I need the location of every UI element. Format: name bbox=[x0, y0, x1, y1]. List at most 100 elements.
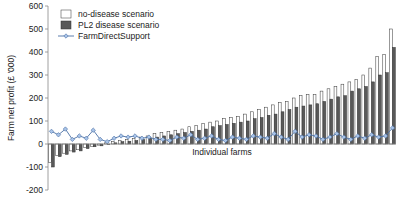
bar bbox=[93, 144, 96, 147]
bar bbox=[79, 144, 82, 151]
bar bbox=[232, 123, 235, 144]
y-tick bbox=[45, 6, 48, 7]
marker bbox=[307, 133, 311, 137]
bar bbox=[86, 144, 89, 149]
marker bbox=[133, 134, 137, 138]
bar bbox=[379, 75, 382, 144]
marker bbox=[202, 136, 206, 140]
bar bbox=[351, 91, 354, 144]
y-tick-label: 0 bbox=[38, 139, 43, 149]
marker bbox=[56, 133, 60, 137]
marker bbox=[342, 135, 346, 139]
bar bbox=[49, 144, 52, 162]
marker bbox=[182, 136, 186, 140]
marker bbox=[258, 135, 262, 139]
marker bbox=[279, 135, 283, 139]
legend-swatch bbox=[61, 21, 71, 29]
bar bbox=[70, 144, 73, 151]
bar bbox=[56, 144, 59, 156]
marker bbox=[188, 133, 192, 137]
marker bbox=[112, 136, 116, 140]
marker bbox=[98, 137, 102, 141]
marker bbox=[49, 129, 53, 133]
bar bbox=[135, 141, 138, 144]
bar bbox=[260, 118, 263, 144]
bar bbox=[230, 118, 233, 144]
marker bbox=[105, 140, 109, 144]
marker bbox=[119, 134, 123, 138]
plot-marks bbox=[49, 29, 396, 167]
bar bbox=[253, 119, 256, 144]
marker bbox=[390, 126, 394, 130]
marker bbox=[175, 135, 179, 139]
line bbox=[51, 128, 392, 142]
y-tick-label: -100 bbox=[26, 162, 43, 172]
marker bbox=[154, 137, 158, 141]
y-axis-label: Farm net profit (£ '000) bbox=[6, 55, 16, 141]
marker bbox=[237, 136, 241, 140]
bar bbox=[202, 123, 205, 144]
bar bbox=[51, 144, 54, 167]
marker bbox=[209, 134, 213, 138]
legend-label: FarmDirectSupport bbox=[78, 31, 150, 41]
y-tick bbox=[45, 121, 48, 122]
bar bbox=[362, 75, 365, 144]
bar bbox=[77, 144, 80, 150]
marker bbox=[362, 136, 366, 140]
marker bbox=[223, 138, 227, 142]
marker bbox=[230, 135, 234, 139]
legend-marker bbox=[64, 34, 68, 38]
bar bbox=[65, 144, 68, 154]
y-tick bbox=[45, 52, 48, 53]
bar bbox=[376, 57, 379, 144]
x-axis-label: Individual farms bbox=[192, 147, 252, 157]
y-tick bbox=[45, 29, 48, 30]
bar bbox=[239, 122, 242, 144]
y-tick-label: 100 bbox=[29, 116, 43, 126]
y-tick-label: 300 bbox=[29, 70, 43, 80]
marker bbox=[321, 137, 325, 141]
marker bbox=[77, 134, 81, 138]
y-tick bbox=[45, 75, 48, 76]
bar bbox=[128, 141, 131, 144]
marker bbox=[300, 135, 304, 139]
y-tick-label: -200 bbox=[26, 185, 43, 195]
marker bbox=[63, 127, 67, 131]
bar bbox=[72, 144, 75, 152]
bar bbox=[132, 138, 135, 144]
marker bbox=[376, 135, 380, 139]
bar bbox=[251, 112, 254, 144]
marker bbox=[168, 138, 172, 142]
bar bbox=[383, 54, 386, 144]
marker bbox=[272, 131, 276, 135]
marker bbox=[140, 136, 144, 140]
y-tick-label: 400 bbox=[29, 47, 43, 57]
marker bbox=[161, 137, 165, 141]
y-tick-label: 600 bbox=[29, 1, 43, 11]
bar bbox=[271, 105, 274, 144]
marker bbox=[349, 137, 353, 141]
legend-label: no-disease scenario bbox=[78, 9, 154, 19]
bar bbox=[209, 122, 212, 144]
marker bbox=[195, 137, 199, 141]
marker bbox=[216, 137, 220, 141]
y-tick-label: 500 bbox=[29, 24, 43, 34]
marker bbox=[244, 137, 248, 141]
marker bbox=[328, 135, 332, 139]
marker bbox=[147, 135, 151, 139]
bar bbox=[309, 105, 312, 144]
bar bbox=[348, 82, 351, 144]
bar bbox=[63, 144, 66, 153]
marker bbox=[293, 129, 297, 133]
bar bbox=[365, 87, 368, 145]
y-tick bbox=[45, 144, 48, 145]
bar bbox=[118, 141, 121, 144]
y-tick-label: 200 bbox=[29, 93, 43, 103]
legend: no-disease scenarioPL2 disease scenarioF… bbox=[58, 9, 160, 41]
marker bbox=[369, 133, 373, 137]
marker bbox=[91, 128, 95, 132]
bar bbox=[58, 144, 61, 157]
bar bbox=[295, 107, 298, 144]
marker bbox=[356, 134, 360, 138]
bar bbox=[320, 91, 323, 144]
